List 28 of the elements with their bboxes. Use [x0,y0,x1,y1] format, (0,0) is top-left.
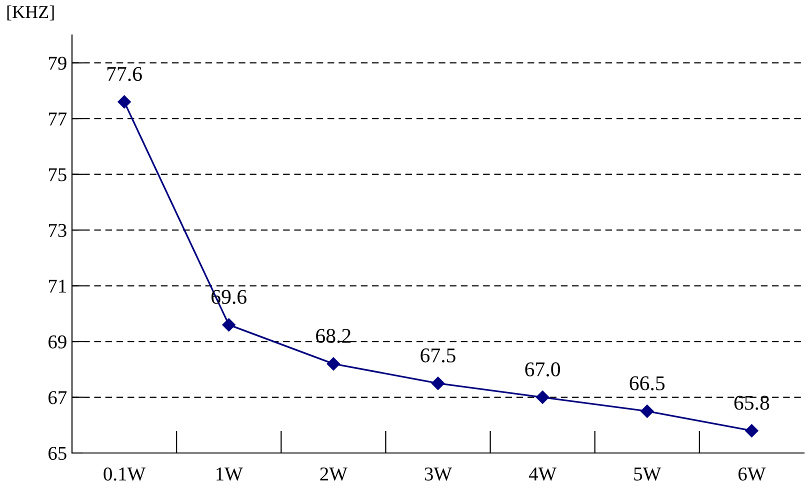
point [745,424,758,438]
text: 77.6 [107,66,142,82]
x-tick-label: 2W [320,468,348,481]
point [326,357,340,370]
point [118,95,131,108]
y-tick-label: 71 [48,280,66,293]
point [536,390,550,404]
y-tick-label: 67 [48,391,67,404]
x-tick-label: 1W [216,468,243,481]
y-tick-label: 77 [48,112,67,126]
point [222,318,236,332]
y-tick-label: 79 [48,56,66,70]
x-tick-label: 0.1W [104,467,146,481]
x-tick-label: 3W [424,468,452,481]
y-tick-label: 73 [48,224,66,238]
point [640,404,654,418]
x-tick-label: 6W [738,468,766,481]
y-tick-label: 69 [48,335,66,348]
y-tick-label: 65 [48,446,66,460]
y-axis-title: [KHZ] [7,5,54,20]
y-tick-label: 75 [48,168,66,182]
text: 67.0 [525,362,560,376]
point [431,376,445,390]
text: 65.8 [734,396,770,410]
x-tick-label: 5W [634,468,662,481]
text: 66.5 [630,376,665,390]
text: 67.5 [420,348,456,363]
x-tick-label: 4W [528,468,557,481]
